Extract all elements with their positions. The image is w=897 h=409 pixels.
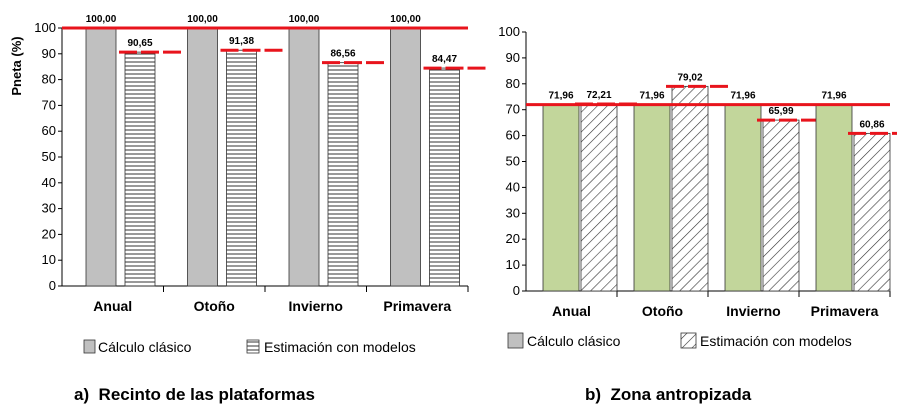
chart-panel-b: b) Zona antropizada Cálculo clásico Esti… (498, 24, 897, 404)
y-tick-label: 40 (42, 175, 56, 190)
data-label: 100,00 (86, 14, 117, 25)
legend-label-models: Estimación con modelos (264, 339, 416, 355)
legend-swatch-classic (83, 339, 96, 354)
data-label: 71,96 (821, 91, 846, 102)
y-tick-label: 50 (42, 149, 56, 164)
data-label: 60,86 (859, 119, 884, 130)
data-label: 84,47 (432, 54, 457, 65)
y-tick-label: 90 (506, 50, 520, 65)
bar-models (853, 132, 891, 292)
legend-swatch-models (246, 339, 260, 354)
legend-b: Cálculo clásico Estimación con modelos (507, 332, 852, 349)
data-label: 72,21 (586, 90, 611, 101)
legend-label-classic: Cálculo clásico (527, 333, 621, 349)
y-tick-label: 40 (506, 179, 520, 194)
bar-models (580, 103, 618, 292)
bar-models (671, 85, 709, 292)
data-label: 71,96 (548, 91, 573, 102)
bar-classic (390, 27, 421, 287)
y-tick-label: 10 (506, 257, 520, 272)
category-label: Anual (552, 303, 591, 319)
y-tick-label: 100 (34, 20, 56, 35)
chart-panel-a: Pneta (%) a) Recinto de las plataformas … (9, 14, 488, 404)
y-tick-label: 90 (42, 46, 56, 61)
legend-label-classic: Cálculo clásico (98, 339, 192, 355)
data-label: 71,96 (730, 91, 755, 102)
y-tick-label: 80 (42, 72, 56, 87)
y-tick-label: 70 (42, 97, 56, 112)
data-label: 91,38 (229, 36, 254, 47)
category-label: Invierno (289, 298, 343, 314)
category-label: Primavera (383, 298, 451, 314)
data-label: 90,65 (127, 38, 152, 49)
bar-models (429, 67, 460, 287)
y-tick-label: 70 (506, 102, 520, 117)
y-tick-label: 100 (498, 24, 520, 39)
category-label: Primavera (811, 303, 879, 319)
y-tick-label: 60 (506, 128, 520, 143)
bar-classic (542, 104, 580, 292)
legend-swatch-classic (507, 332, 524, 349)
bar-models (124, 51, 156, 287)
data-label: 79,02 (677, 72, 702, 83)
bar-classic (815, 104, 853, 292)
y-axis-label: Pneta (%) (9, 36, 24, 95)
panel-label-b: b) Zona antropizada (585, 385, 752, 404)
bar-classic (85, 27, 117, 287)
category-label: Invierno (726, 303, 780, 319)
data-label: 86,56 (330, 49, 355, 60)
category-label: Otoño (194, 298, 235, 314)
panel-label-a: a) Recinto de las plataformas (74, 385, 315, 404)
data-label: 100,00 (289, 14, 320, 25)
y-tick-label: 50 (506, 154, 520, 169)
y-tick-label: 30 (42, 201, 56, 216)
legend-a: Cálculo clásico Estimación con modelos (83, 339, 416, 355)
bar-classic (724, 104, 762, 292)
bar-models (327, 62, 359, 287)
bar-classic (288, 27, 320, 287)
y-tick-label: 60 (42, 123, 56, 138)
bar-classic (187, 27, 218, 287)
category-label: Anual (93, 298, 132, 314)
bar-classic (633, 104, 671, 292)
data-label: 71,96 (639, 91, 664, 102)
data-label: 65,99 (768, 106, 793, 117)
legend-label-models: Estimación con modelos (700, 333, 852, 349)
y-tick-label: 0 (49, 278, 56, 293)
y-tick-label: 30 (506, 205, 520, 220)
category-label: Otoño (642, 303, 683, 319)
bar-models (226, 49, 257, 287)
y-tick-label: 0 (513, 283, 520, 298)
data-label: 100,00 (390, 14, 421, 25)
y-tick-label: 20 (42, 226, 56, 241)
data-label: 100,00 (187, 14, 218, 25)
y-tick-label: 80 (506, 76, 520, 91)
y-tick-label: 10 (42, 252, 56, 267)
bar-models (762, 119, 800, 292)
y-tick-label: 20 (506, 231, 520, 246)
legend-swatch-models (680, 332, 697, 349)
